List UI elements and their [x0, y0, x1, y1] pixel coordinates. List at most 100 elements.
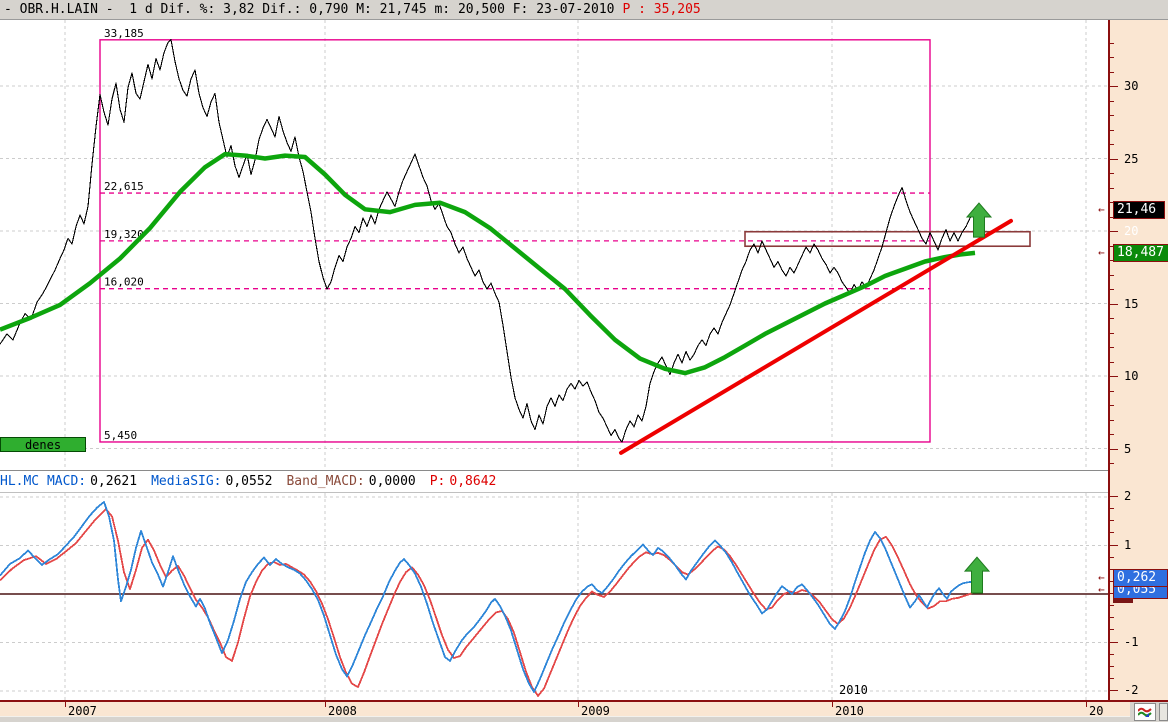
signal-label: MediaSIG:: [151, 474, 222, 489]
x-axis-year-label: 20: [1089, 704, 1104, 718]
instrument-title: - OBR.H.LAIN - 1 d Dif. %: 3,82 Dif.: 0,…: [4, 2, 615, 17]
axis-tick: [1110, 187, 1114, 189]
axis-pointer-arrow: ←: [1098, 245, 1105, 259]
axis-tick: [1110, 641, 1118, 643]
axis-tick: [1110, 629, 1114, 631]
axis-tick: [1110, 405, 1114, 406]
axis-tick: [1110, 496, 1118, 497]
macd-line: [0, 500, 976, 693]
y-axis-label: 1: [1124, 537, 1132, 552]
axis-tick: [1110, 361, 1114, 363]
axis-tick: [1110, 434, 1114, 435]
axis-tick: [1110, 144, 1114, 145]
x-axis-tick: [325, 702, 326, 707]
macd-chart[interactable]: 2010: [0, 492, 1108, 700]
x-axis-tick: [1086, 702, 1087, 707]
x-axis-tick: [65, 702, 66, 707]
y-axis-label: 30: [1124, 79, 1139, 93]
x-axis-year-label: 2007: [68, 704, 97, 718]
signal-value-text: 0,0552: [225, 474, 273, 489]
axis-tick: [1110, 376, 1118, 377]
chart-title-bar: - OBR.H.LAIN - 1 d Dif. %: 3,82 Dif.: 0,…: [0, 0, 1168, 20]
axis-tick: [1110, 508, 1114, 510]
axis-tick: [1110, 448, 1118, 450]
axis-tick: [1110, 532, 1114, 534]
axis-tick: [1110, 653, 1114, 655]
main-price-chart[interactable]: 33,185 22,615 19,320 16,020 5,450: [0, 20, 1108, 470]
axis-tick: [1110, 42, 1114, 44]
trendline: [619, 218, 1013, 455]
y-axis-label: -1: [1124, 634, 1139, 649]
band-macd-label: Band_MACD:: [286, 474, 365, 489]
pivot-label: P:: [429, 474, 446, 489]
axis-tick: [1110, 556, 1114, 558]
axis-tick: [1110, 520, 1114, 522]
moving-average-line: [0, 151, 976, 376]
axis-tick: [1110, 115, 1114, 116]
price-line: [0, 39, 976, 443]
x-axis-tick: [578, 702, 579, 707]
y-axis-label: 20: [1124, 224, 1139, 238]
axis-tick: [1110, 202, 1114, 203]
price-level-label: 19,320: [104, 228, 144, 241]
macd-chart-canvas[interactable]: 2010: [0, 493, 1108, 700]
x-axis-year-label: 2008: [328, 704, 357, 718]
y-axis-label: 2: [1124, 489, 1132, 503]
price-level-label: 22,615: [104, 180, 144, 193]
y-axis-label: 15: [1124, 296, 1139, 311]
axis-tick: [1110, 419, 1114, 421]
axis-tick: [1110, 580, 1114, 582]
ma-value-box: 18,487: [1113, 243, 1168, 262]
mini-chart-icon: [1138, 707, 1152, 717]
axis-tick: [1110, 216, 1114, 218]
y-axis-label: 5: [1124, 441, 1132, 456]
axis-tick: [1110, 245, 1114, 247]
macd-symbol-label: HL.MC MACD:: [0, 474, 87, 489]
axis-tick: [1110, 665, 1114, 667]
main-price-chart-canvas[interactable]: 33,185 22,615 19,320 16,020 5,450: [0, 20, 1108, 470]
macd-value-text: 0,2621: [90, 474, 138, 489]
time-axis[interactable]: 2007 2008 2009 2010 20: [0, 700, 1168, 718]
macd-value-box: 0,262: [1113, 569, 1168, 588]
y-axis-label: -2: [1124, 683, 1139, 697]
last-price-box: 21,46: [1113, 200, 1165, 219]
axis-pointer-arrow: ←: [1098, 583, 1105, 597]
inplot-year-label: 2010: [839, 683, 868, 697]
axis-tick: [1110, 463, 1114, 464]
price-axis[interactable]: 30 25 20 15 10 5 2 1 -1 -2 0,055 ← 0,262 ← 21,46 ← 18,48…: [1098, 20, 1168, 716]
band-macd-box-remnant: [1113, 596, 1133, 604]
axis-tick: [1110, 318, 1114, 319]
price-level-label: 5,450: [104, 429, 137, 442]
orders-badge-label: denes: [24, 438, 62, 452]
axis-tick: [1110, 260, 1114, 261]
axis-tick: [1110, 677, 1114, 679]
axis-pointer-arrow: ←: [1098, 571, 1105, 585]
x-axis-year-label: 2010: [835, 704, 864, 718]
x-axis-year-label: 2009: [581, 704, 610, 718]
axis-tick: [1110, 605, 1114, 607]
axis-tick: [1110, 274, 1114, 276]
band-macd-value-text: 0,0000: [368, 474, 416, 489]
pivot-value-text: 0,8642: [449, 474, 497, 489]
corner-button-partial[interactable]: [1159, 703, 1168, 721]
axis-tick: [1110, 173, 1114, 174]
y-axis-label: 25: [1124, 151, 1139, 166]
bottom-scroll-strip[interactable]: [0, 716, 1168, 722]
macd-signal-line: [0, 508, 976, 697]
corner-toolbar: [1130, 702, 1168, 722]
orders-badge[interactable]: denes: [0, 437, 86, 452]
axis-pointer-arrow: ←: [1098, 202, 1105, 216]
macd-buy-arrow: [963, 556, 991, 594]
axis-tick: [1110, 332, 1114, 334]
axis-tick: [1110, 390, 1114, 392]
axis-tick: [1110, 289, 1114, 290]
axis-tick: [1110, 568, 1114, 570]
axis-tick: [1110, 86, 1118, 87]
x-axis-tick: [832, 702, 833, 707]
chart-tool-button[interactable]: [1134, 703, 1156, 721]
axis-tick: [1110, 303, 1118, 305]
axis-tick: [1110, 231, 1118, 232]
axis-tick: [1110, 544, 1118, 546]
macd-indicator-header: HL.MC MACD: 0,2621 MediaSIG: 0,0552 Band…: [0, 470, 1108, 492]
